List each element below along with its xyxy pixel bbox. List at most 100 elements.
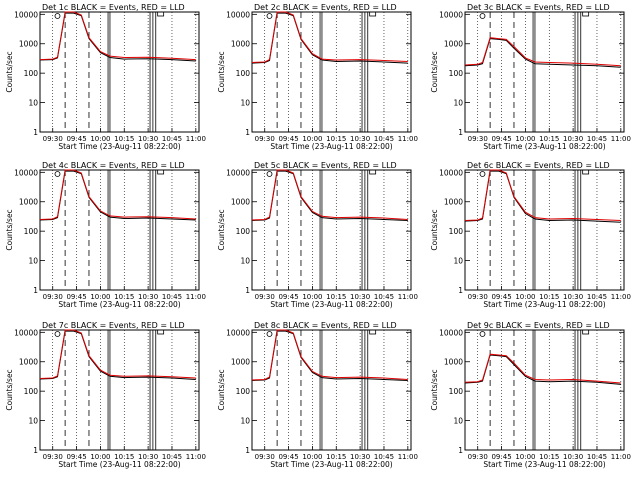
panel-title: Det 3c BLACK = Events, RED = LLD (467, 3, 610, 12)
marker-circle (54, 171, 61, 177)
y-tick-label: 1000 (19, 358, 38, 367)
y-tick-label: 1 (245, 446, 250, 455)
detector-panel-6: 1 10 100 1000 10000 09:30 09:45 10:00 10:15 10:30… (430, 161, 631, 309)
series-line-lld (39, 169, 196, 220)
y-tick-label: 100 (236, 387, 251, 396)
plot-frame (464, 169, 625, 291)
x-tick-label: 10:30 (563, 135, 583, 143)
x-tick-label: 10:30 (350, 453, 370, 461)
y-tick-label: 10000 (226, 168, 250, 177)
marker-circle (266, 171, 273, 177)
y-tick-label: 1 (458, 286, 463, 295)
series-line-lld (39, 329, 196, 379)
y-tick-label: 100 (449, 69, 464, 78)
y-axis-label: Counts/sec (217, 209, 226, 250)
y-tick-label: 10 (28, 257, 38, 266)
marker-circle (54, 13, 61, 19)
marker-circle (266, 331, 273, 337)
series-line-lld (464, 353, 621, 384)
y-tick-label: 1000 (444, 198, 463, 207)
y-tick-label: 100 (24, 69, 39, 78)
x-tick-label: 10:00 (515, 293, 535, 301)
y-tick-label: 1 (458, 446, 463, 455)
plot-frame (251, 329, 412, 451)
x-tick-label: 11:00 (398, 453, 418, 461)
series-line-events (464, 354, 621, 385)
marker-circle (479, 331, 486, 337)
y-tick-label: 10 (453, 417, 463, 426)
y-tick-label: 1 (33, 446, 38, 455)
y-axis-label: Counts/sec (430, 369, 439, 410)
plot-frame (39, 169, 200, 291)
marker-box (157, 329, 165, 335)
x-axis-label: Start Time (23-Aug-11 08:22:00) (270, 142, 392, 151)
plot-frame (464, 11, 625, 133)
y-tick-label: 1 (33, 128, 38, 137)
y-tick-label: 10000 (14, 10, 38, 19)
y-tick-label: 100 (449, 387, 464, 396)
marker-circle (54, 331, 61, 337)
x-tick-label: 10:45 (587, 453, 607, 461)
x-tick-label: 11:00 (398, 293, 418, 301)
y-tick-label: 100 (24, 387, 39, 396)
y-tick-label: 1000 (444, 40, 463, 49)
series-line-lld (39, 11, 196, 61)
x-axis-label: Start Time (23-Aug-11 08:22:00) (58, 460, 180, 469)
y-tick-label: 10 (240, 417, 250, 426)
marker-box (157, 11, 165, 17)
x-tick-label: 10:15 (326, 453, 346, 461)
series-line-lld (251, 169, 408, 221)
y-axis-label: Counts/sec (5, 369, 14, 410)
y-tick-label: 10000 (14, 328, 38, 337)
y-axis-label: Counts/sec (217, 51, 226, 92)
x-tick-label: 10:15 (326, 135, 346, 143)
y-axis-label: Counts/sec (430, 209, 439, 250)
series-line-events (464, 38, 621, 68)
x-axis-label: Start Time (23-Aug-11 08:22:00) (483, 460, 605, 469)
panel-title: Det 8c BLACK = Events, RED = LLD (254, 321, 397, 330)
x-tick-label: 09:45 (66, 293, 86, 301)
x-tick-label: 10:00 (90, 135, 110, 143)
panel-title: Det 7c BLACK = Events, RED = LLD (42, 321, 185, 330)
series-line-events (39, 330, 196, 380)
y-tick-label: 10000 (14, 168, 38, 177)
marker-box (582, 169, 590, 175)
x-tick-label: 09:30 (43, 135, 63, 143)
x-tick-label: 10:30 (138, 293, 158, 301)
y-tick-label: 100 (236, 227, 251, 236)
y-tick-label: 1 (458, 128, 463, 137)
y-axis-label: Counts/sec (217, 369, 226, 410)
marker-box (582, 329, 590, 335)
x-tick-label: 10:45 (162, 293, 182, 301)
x-tick-label: 11:00 (186, 135, 206, 143)
series-line-lld (464, 37, 621, 67)
x-tick-label: 10:15 (114, 135, 134, 143)
plot-frame (464, 329, 625, 451)
y-tick-label: 100 (236, 69, 251, 78)
panel-title: Det 9c BLACK = Events, RED = LLD (467, 321, 610, 330)
y-axis-label: Counts/sec (5, 51, 14, 92)
x-tick-label: 10:45 (374, 135, 394, 143)
y-axis-label: Counts/sec (5, 209, 14, 250)
x-tick-label: 09:45 (66, 453, 86, 461)
x-tick-label: 10:30 (138, 453, 158, 461)
x-tick-label: 09:30 (255, 453, 275, 461)
x-axis-label: Start Time (23-Aug-11 08:22:00) (270, 460, 392, 469)
x-tick-label: 10:00 (302, 453, 322, 461)
marker-circle (266, 13, 273, 19)
panel-title: Det 5c BLACK = Events, RED = LLD (254, 161, 397, 170)
y-tick-label: 1 (245, 128, 250, 137)
detector-panel-1: 1 10 100 1000 10000 09:30 09:45 10:00 10:15 10:30… (5, 3, 206, 151)
panel-title: Det 2c BLACK = Events, RED = LLD (254, 3, 397, 12)
x-tick-label: 10:15 (114, 453, 134, 461)
x-tick-label: 10:15 (539, 453, 559, 461)
plot-frame (251, 11, 412, 133)
y-tick-label: 10 (453, 257, 463, 266)
x-tick-label: 09:45 (278, 293, 298, 301)
y-tick-label: 10 (453, 99, 463, 108)
x-tick-label: 10:00 (515, 135, 535, 143)
x-tick-label: 09:45 (491, 135, 511, 143)
plot-frame (251, 169, 412, 291)
series-line-events (39, 12, 196, 62)
